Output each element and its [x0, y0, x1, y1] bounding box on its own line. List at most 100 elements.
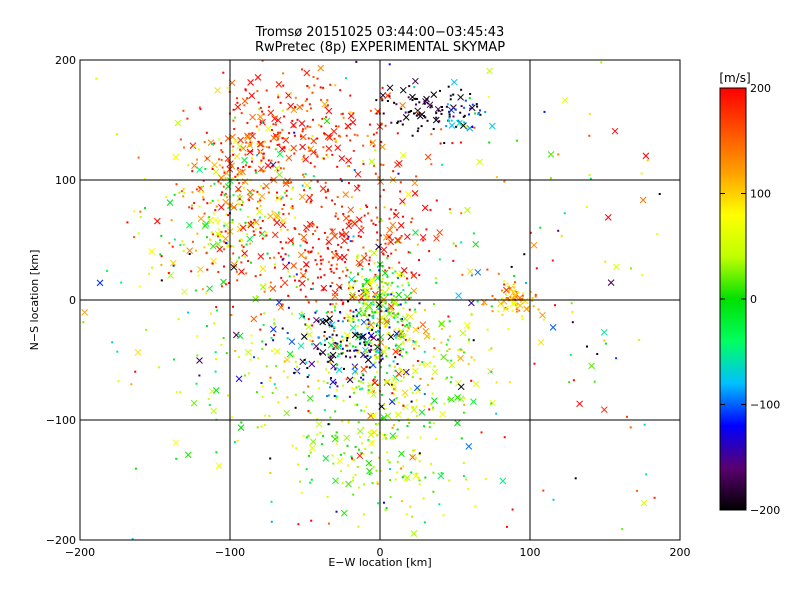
data-point-x-marker: [306, 331, 313, 338]
data-point: [191, 170, 194, 173]
data-point: [396, 471, 399, 474]
data-point: [205, 157, 208, 160]
data-point: [396, 363, 399, 365]
data-point: [205, 131, 208, 134]
data-point: [407, 281, 410, 284]
data-point-x-marker: [421, 204, 429, 212]
data-point: [349, 296, 352, 299]
data-point: [357, 319, 360, 322]
data-point: [310, 519, 313, 522]
data-point: [438, 120, 441, 123]
data-point: [390, 293, 393, 296]
data-point: [402, 348, 405, 351]
data-point: [470, 312, 473, 315]
grid-lines: [80, 60, 680, 540]
data-point: [202, 196, 205, 198]
data-point-x-marker: [215, 462, 223, 470]
data-point: [382, 252, 385, 255]
data-point: [362, 285, 364, 287]
data-point-x-marker: [181, 288, 188, 296]
data-point: [251, 132, 254, 135]
data-point: [303, 189, 306, 192]
data-point: [248, 165, 251, 168]
data-point-x-marker: [236, 332, 244, 340]
data-point: [326, 360, 329, 363]
data-point: [352, 476, 355, 479]
data-point: [206, 236, 209, 239]
data-point-x-marker: [270, 325, 277, 333]
data-point: [254, 169, 257, 172]
data-point: [439, 142, 442, 145]
data-point: [518, 309, 521, 312]
data-point: [237, 356, 240, 358]
data-point-x-marker: [210, 407, 218, 415]
data-point: [388, 63, 391, 66]
data-point: [343, 367, 345, 370]
data-point: [480, 431, 483, 434]
data-point-x-marker: [214, 240, 222, 248]
data-point: [440, 472, 443, 474]
data-point: [371, 382, 374, 385]
data-point: [374, 376, 377, 379]
data-point: [471, 126, 474, 128]
data-point-x-marker: [382, 234, 390, 241]
data-point: [383, 403, 386, 406]
data-point-x-marker: [464, 206, 471, 214]
data-point: [487, 96, 490, 99]
data-point: [232, 194, 235, 197]
data-point: [341, 270, 344, 273]
data-point-x-marker: [277, 303, 285, 311]
data-point: [277, 211, 280, 214]
data-point: [231, 416, 234, 419]
data-point: [346, 349, 349, 352]
data-point: [461, 273, 464, 276]
data-point: [372, 466, 375, 469]
data-point-x-marker: [412, 229, 419, 236]
data-point: [196, 335, 199, 338]
data-point: [316, 226, 319, 229]
data-point: [490, 402, 493, 405]
data-point: [171, 245, 174, 248]
data-point: [327, 260, 330, 263]
data-point: [391, 426, 394, 429]
data-point: [292, 243, 294, 246]
data-point: [370, 345, 373, 348]
data-point: [380, 289, 383, 291]
data-point: [272, 123, 275, 126]
data-point: [468, 97, 471, 100]
data-point: [410, 471, 413, 474]
data-point: [246, 122, 249, 124]
data-point: [363, 483, 366, 486]
data-point: [309, 107, 312, 110]
data-point: [225, 352, 228, 355]
data-point: [386, 371, 389, 374]
data-point: [337, 243, 340, 246]
data-point: [379, 341, 382, 344]
data-point: [259, 199, 262, 202]
data-point: [139, 215, 142, 218]
data-point: [267, 159, 270, 162]
data-point: [459, 141, 462, 144]
data-point: [262, 170, 265, 173]
data-point: [462, 411, 465, 414]
data-point: [304, 127, 307, 130]
data-point: [370, 302, 373, 304]
data-point: [479, 109, 481, 112]
colorbar-tick-label: 200: [750, 82, 771, 95]
data-point: [335, 431, 338, 434]
data-point: [488, 348, 491, 351]
data-point: [211, 262, 214, 265]
data-point-x-marker: [612, 263, 620, 271]
data-point: [213, 142, 216, 145]
data-point: [476, 105, 479, 108]
data-point-x-marker: [366, 467, 373, 475]
data-point: [322, 86, 325, 89]
data-point-x-marker: [331, 292, 339, 300]
data-point: [260, 382, 263, 384]
data-point: [352, 320, 355, 323]
data-point: [539, 226, 542, 229]
data-point: [394, 344, 397, 347]
data-point: [287, 182, 290, 184]
data-point: [250, 150, 253, 153]
data-point: [305, 200, 308, 203]
